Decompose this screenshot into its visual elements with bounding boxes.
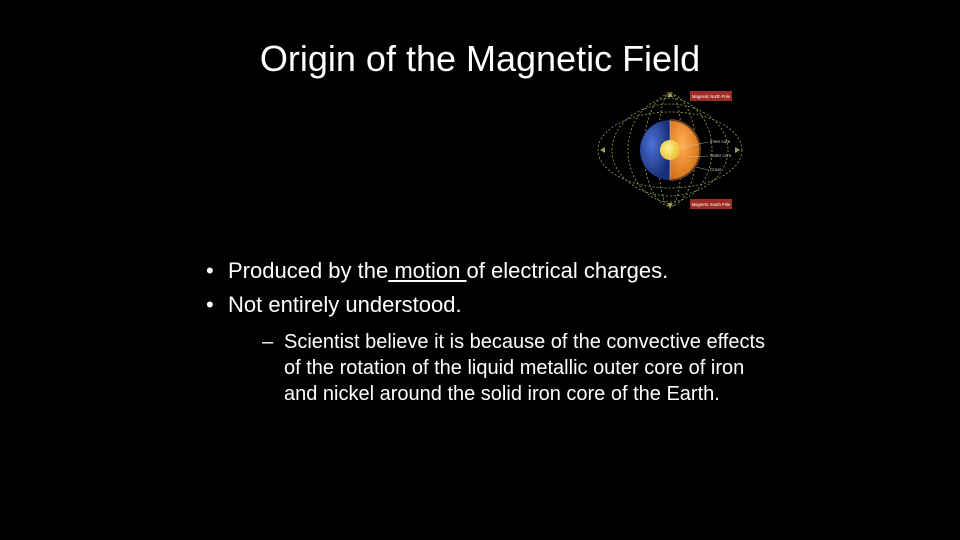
south-pole-label: Magnetic South Pole — [692, 202, 731, 207]
outer-core-label: Outer core — [710, 153, 732, 158]
bullet-1-post: of electrical charges. — [467, 258, 669, 283]
earth-magnetic-field-diagram: Magnetic North Pole Magnetic South Pole … — [590, 85, 750, 215]
crust-label: Crust — [710, 167, 722, 172]
sub-bullet-1-text: Scientist believe it is because of the c… — [284, 331, 765, 405]
slide-body: Produced by the motion of electrical cha… — [200, 256, 780, 411]
bullet-1: Produced by the motion of electrical cha… — [200, 256, 780, 286]
bullet-list: Produced by the motion of electrical cha… — [200, 256, 780, 407]
bullet-2-text: Not entirely understood. — [228, 292, 462, 317]
bullet-1-underlined: motion — [388, 258, 466, 283]
bullet-2: Not entirely understood. Scientist belie… — [200, 290, 780, 408]
sub-bullet-1: Scientist believe it is because of the c… — [228, 329, 780, 407]
sub-bullet-list: Scientist believe it is because of the c… — [228, 329, 780, 407]
north-pole-label: Magnetic North Pole — [692, 94, 731, 99]
slide-title: Origin of the Magnetic Field — [0, 38, 960, 80]
slide: Origin of the Magnetic Field — [0, 0, 960, 540]
bullet-1-pre: Produced by the — [228, 258, 388, 283]
inner-core-label: Inner core — [710, 139, 731, 144]
